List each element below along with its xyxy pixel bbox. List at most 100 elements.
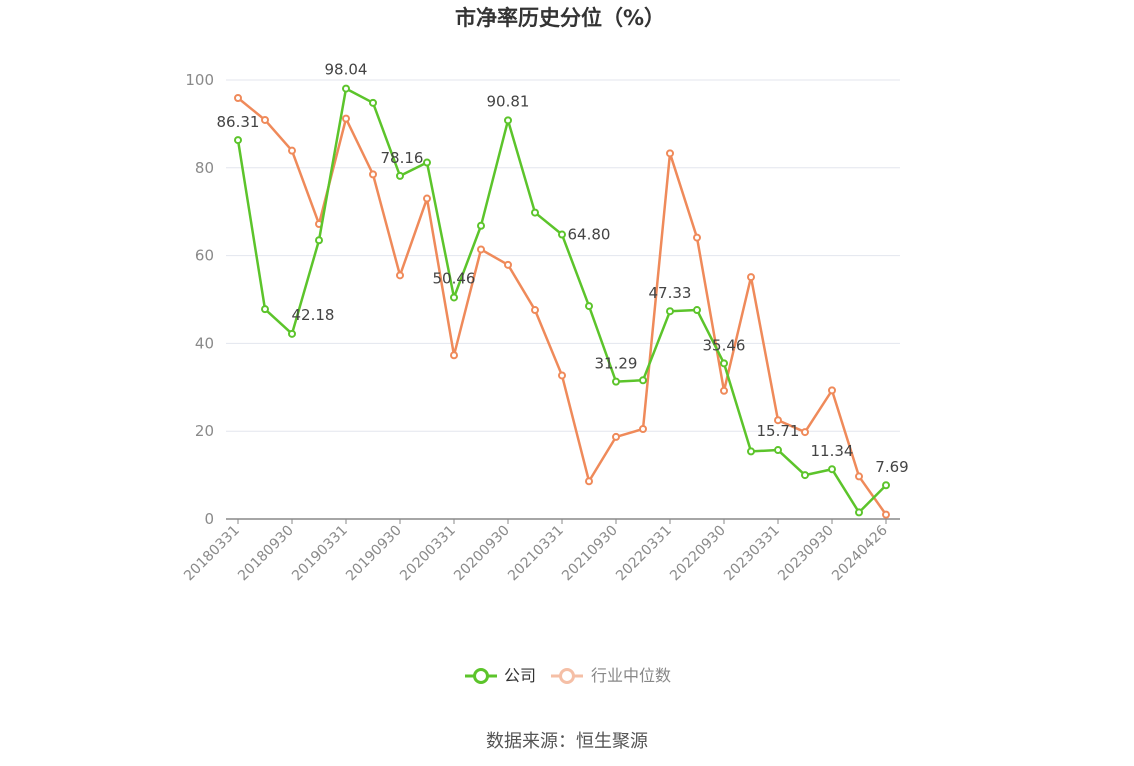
- series-industry-median: [234, 93, 890, 519]
- y-tick-label: 60: [195, 247, 214, 265]
- data-point[interactable]: [558, 230, 566, 239]
- data-point[interactable]: [342, 84, 350, 93]
- data-point[interactable]: [315, 236, 323, 245]
- data-label: 42.18: [292, 306, 335, 324]
- data-label: 64.80: [568, 226, 611, 244]
- data-point[interactable]: [801, 471, 809, 480]
- x-tick-label: 20200331: [397, 523, 459, 585]
- data-point[interactable]: [261, 115, 269, 124]
- data-point[interactable]: [261, 305, 269, 314]
- data-point[interactable]: [558, 371, 566, 380]
- data-point[interactable]: [234, 93, 242, 102]
- data-point[interactable]: [369, 170, 377, 179]
- data-point[interactable]: [828, 465, 836, 474]
- x-tick-label: 20230930: [775, 523, 837, 585]
- data-point[interactable]: [747, 447, 755, 456]
- x-tick-label: 20180930: [235, 523, 297, 585]
- x-tick-label: 20190331: [289, 523, 351, 585]
- data-point[interactable]: [774, 416, 782, 425]
- data-label: 98.04: [325, 61, 368, 79]
- data-point[interactable]: [612, 377, 620, 386]
- legend-company-marker: [473, 668, 489, 684]
- data-point[interactable]: [531, 306, 539, 315]
- x-tick-label: 20180331: [181, 523, 243, 585]
- data-label: 15.71: [757, 422, 800, 440]
- data-point[interactable]: [693, 306, 701, 315]
- series-line: [236, 87, 887, 514]
- legend-item-industry-median[interactable]: 行业中位数: [551, 666, 671, 685]
- data-point[interactable]: [477, 221, 485, 230]
- data-point[interactable]: [774, 446, 782, 455]
- y-tick-label: 0: [204, 510, 214, 528]
- data-label: 78.16: [381, 149, 424, 167]
- data-label: 35.46: [703, 336, 746, 354]
- data-point[interactable]: [720, 359, 728, 368]
- data-point[interactable]: [396, 171, 404, 180]
- data-point[interactable]: [585, 302, 593, 311]
- data-point[interactable]: [504, 260, 512, 269]
- data-label: 86.31: [217, 113, 260, 131]
- data-point[interactable]: [801, 428, 809, 437]
- series-line: [237, 97, 888, 516]
- x-tick-label: 20230331: [721, 523, 783, 585]
- data-label: 50.46: [433, 269, 476, 287]
- data-label: 11.34: [811, 442, 854, 460]
- legend[interactable]: 公司 行业中位数: [465, 666, 671, 685]
- data-point[interactable]: [531, 208, 539, 217]
- legend-industry-label: 行业中位数: [591, 666, 671, 685]
- data-point[interactable]: [423, 194, 431, 203]
- data-point[interactable]: [450, 351, 458, 360]
- data-point[interactable]: [693, 233, 701, 242]
- data-point[interactable]: [612, 432, 620, 441]
- y-axis-ticks: 0 20 40 60 80 100: [185, 71, 214, 528]
- data-point[interactable]: [234, 136, 242, 145]
- legend-company-label: 公司: [504, 666, 536, 685]
- data-point[interactable]: [288, 146, 296, 155]
- x-tick-label: 20220331: [613, 523, 675, 585]
- data-point[interactable]: [639, 376, 647, 385]
- x-tick-label: 20200930: [451, 523, 513, 585]
- data-label: 90.81: [487, 92, 530, 110]
- data-point[interactable]: [450, 293, 458, 302]
- data-point[interactable]: [855, 508, 863, 517]
- data-point[interactable]: [855, 472, 863, 481]
- data-labels: 86.31 42.18 98.04 78.16 50.46 90.81 64.80 31.29…: [217, 61, 909, 477]
- data-point[interactable]: [423, 158, 431, 167]
- data-point[interactable]: [720, 386, 728, 395]
- data-point[interactable]: [639, 425, 647, 434]
- x-tick-label: 20190930: [343, 523, 405, 585]
- x-tick-label: 20210930: [559, 523, 621, 585]
- y-tick-label: 40: [195, 334, 214, 352]
- data-point[interactable]: [882, 481, 890, 490]
- x-tick-label: 20240426: [829, 522, 891, 584]
- x-tick-label: 20210331: [505, 523, 567, 585]
- legend-industry-marker: [559, 668, 575, 684]
- data-label: 47.33: [649, 284, 692, 302]
- data-point[interactable]: [666, 307, 674, 316]
- series-layer: [234, 84, 890, 519]
- data-point[interactable]: [342, 114, 350, 123]
- data-point[interactable]: [477, 245, 485, 254]
- data-point[interactable]: [585, 477, 593, 486]
- data-source: 数据来源：恒生聚源: [486, 731, 648, 752]
- data-point[interactable]: [882, 510, 890, 519]
- grid-lines: [226, 79, 900, 432]
- data-point[interactable]: [369, 98, 377, 107]
- x-tick-label: 20220930: [667, 523, 729, 585]
- y-tick-label: 80: [195, 159, 214, 177]
- data-point[interactable]: [396, 271, 404, 280]
- y-tick-label: 20: [195, 422, 214, 440]
- data-label: 31.29: [595, 355, 638, 373]
- x-axis: 2018033120180930201903312019093020200331…: [181, 518, 900, 585]
- y-tick-label: 100: [185, 71, 214, 89]
- data-label: 7.69: [875, 458, 908, 476]
- series-company: [234, 84, 890, 517]
- data-point[interactable]: [747, 273, 755, 282]
- data-point[interactable]: [504, 116, 512, 125]
- data-point[interactable]: [288, 329, 296, 338]
- data-point[interactable]: [828, 386, 836, 395]
- data-point[interactable]: [666, 149, 674, 158]
- chart-title: 市净率历史分位（%）: [455, 6, 665, 30]
- legend-item-company[interactable]: 公司: [465, 666, 536, 685]
